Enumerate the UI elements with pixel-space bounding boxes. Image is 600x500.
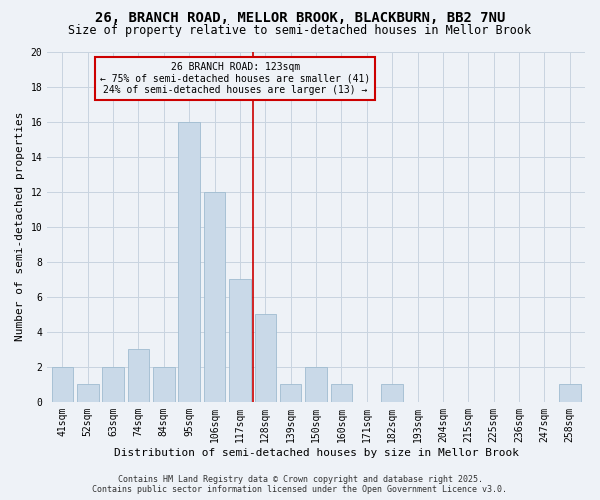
Bar (103, 367, 124, 402)
Bar (178, 122, 200, 402)
Text: 26, BRANCH ROAD, MELLOR BROOK, BLACKBURN, BB2 7NU: 26, BRANCH ROAD, MELLOR BROOK, BLACKBURN… (95, 11, 505, 25)
Bar (305, 367, 327, 402)
Bar (128, 350, 149, 402)
Text: Size of property relative to semi-detached houses in Mellor Brook: Size of property relative to semi-detach… (68, 24, 532, 37)
Bar (331, 384, 352, 402)
Bar (280, 384, 301, 402)
Bar (382, 384, 403, 402)
Bar (254, 314, 276, 402)
Bar (559, 384, 581, 402)
Text: Contains HM Land Registry data © Crown copyright and database right 2025.
Contai: Contains HM Land Registry data © Crown c… (92, 474, 508, 494)
Bar (77, 384, 98, 402)
Text: 26 BRANCH ROAD: 123sqm
← 75% of semi-detached houses are smaller (41)
24% of sem: 26 BRANCH ROAD: 123sqm ← 75% of semi-det… (100, 62, 371, 95)
Bar (153, 367, 175, 402)
X-axis label: Distribution of semi-detached houses by size in Mellor Brook: Distribution of semi-detached houses by … (113, 448, 518, 458)
Bar (229, 279, 251, 402)
Y-axis label: Number of semi-detached properties: Number of semi-detached properties (15, 112, 25, 342)
Bar (204, 192, 226, 402)
Bar (52, 367, 73, 402)
